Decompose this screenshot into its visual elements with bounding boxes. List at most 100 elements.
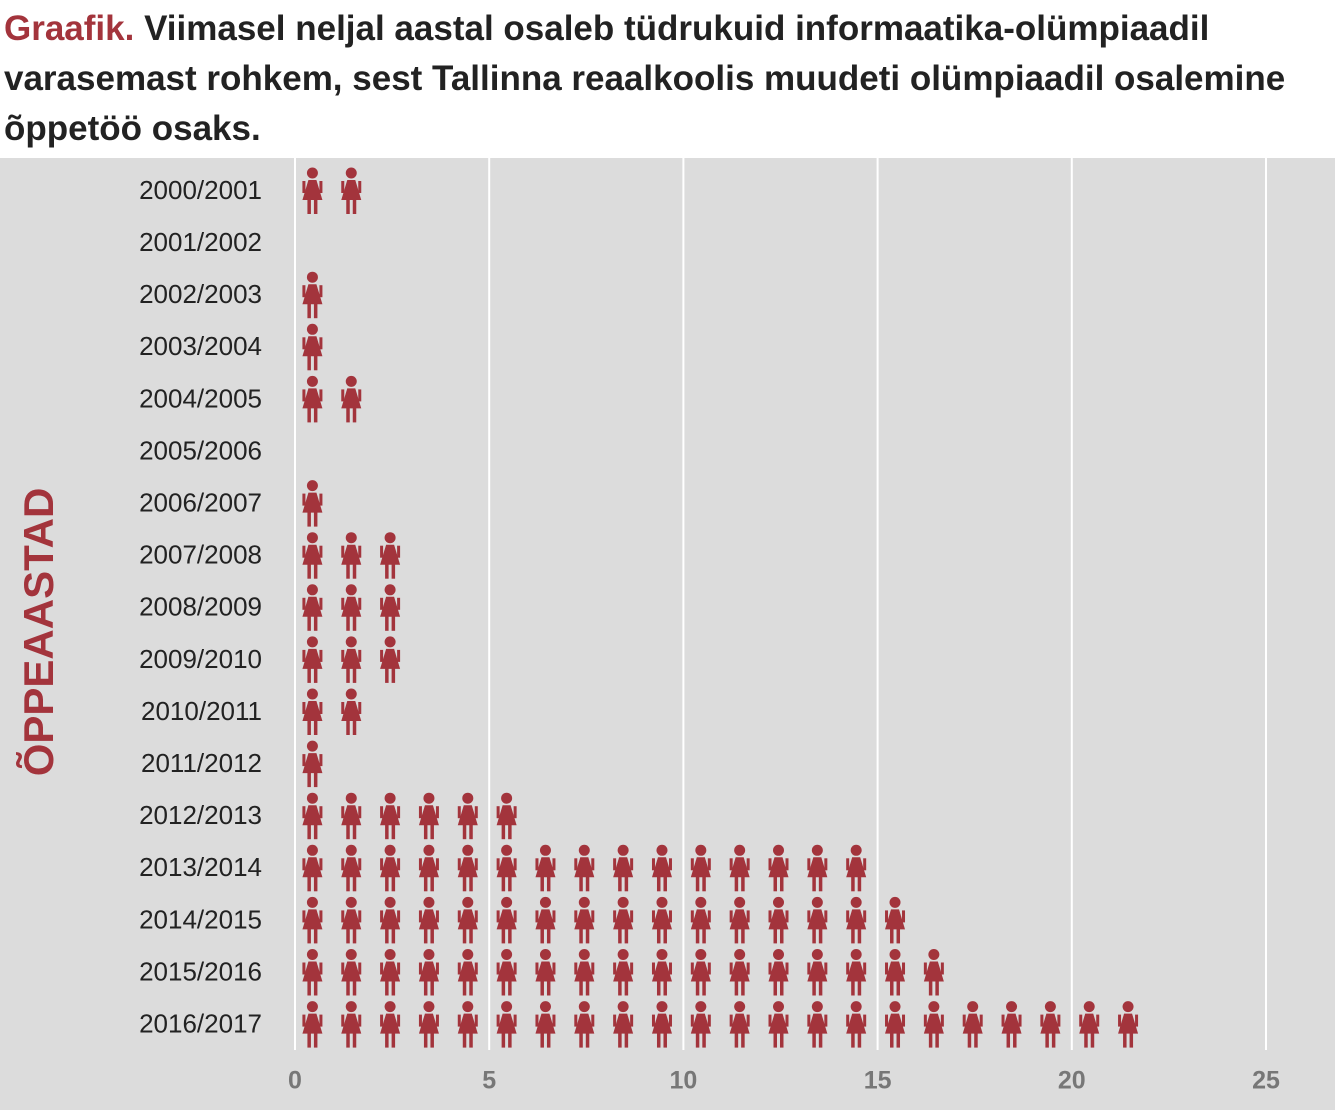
icon-arm bbox=[630, 1014, 634, 1027]
icon-head bbox=[306, 584, 318, 596]
pictogram-row bbox=[302, 949, 944, 996]
icon-body bbox=[457, 857, 478, 878]
icon-leg bbox=[352, 980, 357, 996]
icon-arm bbox=[591, 1014, 595, 1027]
icon-leg bbox=[1090, 1032, 1095, 1048]
icon-head bbox=[423, 792, 435, 804]
icon-head bbox=[462, 949, 474, 960]
icon-body bbox=[302, 596, 323, 617]
icon-arm bbox=[690, 962, 694, 975]
icon-arm bbox=[302, 806, 306, 819]
chart-title: Viimasel neljal aastal osaleb tüdrukuid … bbox=[4, 9, 1286, 148]
icon-body bbox=[457, 961, 478, 982]
icon-arm bbox=[729, 962, 733, 975]
icon-head bbox=[1122, 1001, 1134, 1013]
icon-head bbox=[345, 636, 357, 648]
plot-background bbox=[0, 158, 1335, 1110]
icon-arm bbox=[319, 1014, 323, 1027]
icon-body bbox=[380, 648, 401, 669]
icon-head bbox=[501, 949, 513, 960]
icon-head bbox=[306, 271, 318, 283]
icon-arm bbox=[630, 910, 634, 923]
icon-arm bbox=[302, 910, 306, 923]
icon-leg bbox=[430, 980, 434, 996]
icon-head bbox=[501, 1001, 513, 1013]
icon-arm bbox=[807, 1014, 811, 1027]
icon-leg bbox=[430, 876, 434, 892]
icon-leg bbox=[851, 876, 855, 892]
icon-leg bbox=[974, 1032, 978, 1048]
icon-body bbox=[418, 857, 439, 878]
icon-leg bbox=[851, 928, 855, 944]
icon-arm bbox=[552, 962, 556, 975]
icon-leg bbox=[346, 928, 350, 944]
icon-arm bbox=[846, 962, 850, 975]
icon-leg bbox=[780, 980, 784, 996]
icon-arm bbox=[846, 910, 850, 923]
icon-head bbox=[345, 949, 357, 960]
icon-leg bbox=[307, 876, 311, 892]
icon-arm bbox=[358, 389, 362, 402]
icon-arm bbox=[418, 858, 422, 871]
icon-leg bbox=[663, 1032, 667, 1048]
icon-leg bbox=[385, 1032, 389, 1048]
icon-leg bbox=[579, 876, 583, 892]
icon-arm bbox=[552, 1014, 556, 1027]
icon-leg bbox=[851, 980, 855, 996]
icon-leg bbox=[307, 824, 311, 840]
icon-leg bbox=[313, 303, 318, 319]
icon-arm bbox=[807, 910, 811, 923]
icon-leg bbox=[307, 772, 311, 788]
icon-arm bbox=[319, 545, 323, 558]
icon-leg bbox=[469, 1032, 473, 1048]
icon-leg bbox=[540, 980, 544, 996]
icon-arm bbox=[341, 702, 345, 714]
icon-leg bbox=[734, 1032, 739, 1048]
y-tick-label: 2006/2007 bbox=[139, 487, 262, 517]
icon-arm bbox=[668, 1014, 672, 1027]
icon-head bbox=[734, 844, 746, 856]
icon-leg bbox=[585, 980, 590, 996]
icon-arm bbox=[418, 910, 422, 923]
icon-leg bbox=[313, 876, 318, 892]
icon-arm bbox=[380, 962, 384, 975]
icon-arm bbox=[768, 858, 772, 871]
icon-leg bbox=[385, 876, 389, 892]
icon-leg bbox=[430, 928, 434, 944]
icon-leg bbox=[851, 1032, 855, 1048]
icon-body bbox=[380, 596, 401, 617]
icon-arm bbox=[940, 1014, 944, 1027]
pictogram-row bbox=[302, 688, 362, 735]
icon-arm bbox=[807, 858, 811, 871]
pictogram-row bbox=[302, 584, 401, 631]
pictogram-row bbox=[302, 480, 323, 527]
icon-body bbox=[535, 857, 556, 878]
icon-arm bbox=[591, 910, 595, 923]
icon-body bbox=[302, 701, 323, 721]
x-tick-label: 10 bbox=[669, 1067, 697, 1095]
icon-arm bbox=[923, 1014, 927, 1027]
icon-head bbox=[384, 532, 396, 544]
icon-arm bbox=[690, 910, 694, 923]
icon-body bbox=[341, 596, 362, 617]
pictogram-row bbox=[302, 792, 517, 840]
icon-body bbox=[729, 857, 750, 878]
icon-leg bbox=[579, 1032, 583, 1048]
icon-arm bbox=[785, 910, 789, 923]
icon-arm bbox=[785, 1014, 789, 1027]
icon-head bbox=[850, 844, 862, 856]
icon-arm bbox=[302, 337, 306, 350]
icon-arm bbox=[319, 285, 323, 298]
icon-arm bbox=[1096, 1014, 1100, 1027]
icon-leg bbox=[967, 1032, 972, 1048]
icon-leg bbox=[741, 1032, 745, 1048]
icon-arm bbox=[824, 962, 828, 975]
icon-leg bbox=[469, 876, 473, 892]
pictogram-row bbox=[302, 740, 323, 788]
icon-head bbox=[501, 896, 513, 908]
icon-leg bbox=[695, 928, 700, 944]
icon-arm bbox=[746, 962, 750, 975]
y-tick-label: 2009/2010 bbox=[139, 644, 262, 674]
icon-body bbox=[613, 857, 634, 878]
